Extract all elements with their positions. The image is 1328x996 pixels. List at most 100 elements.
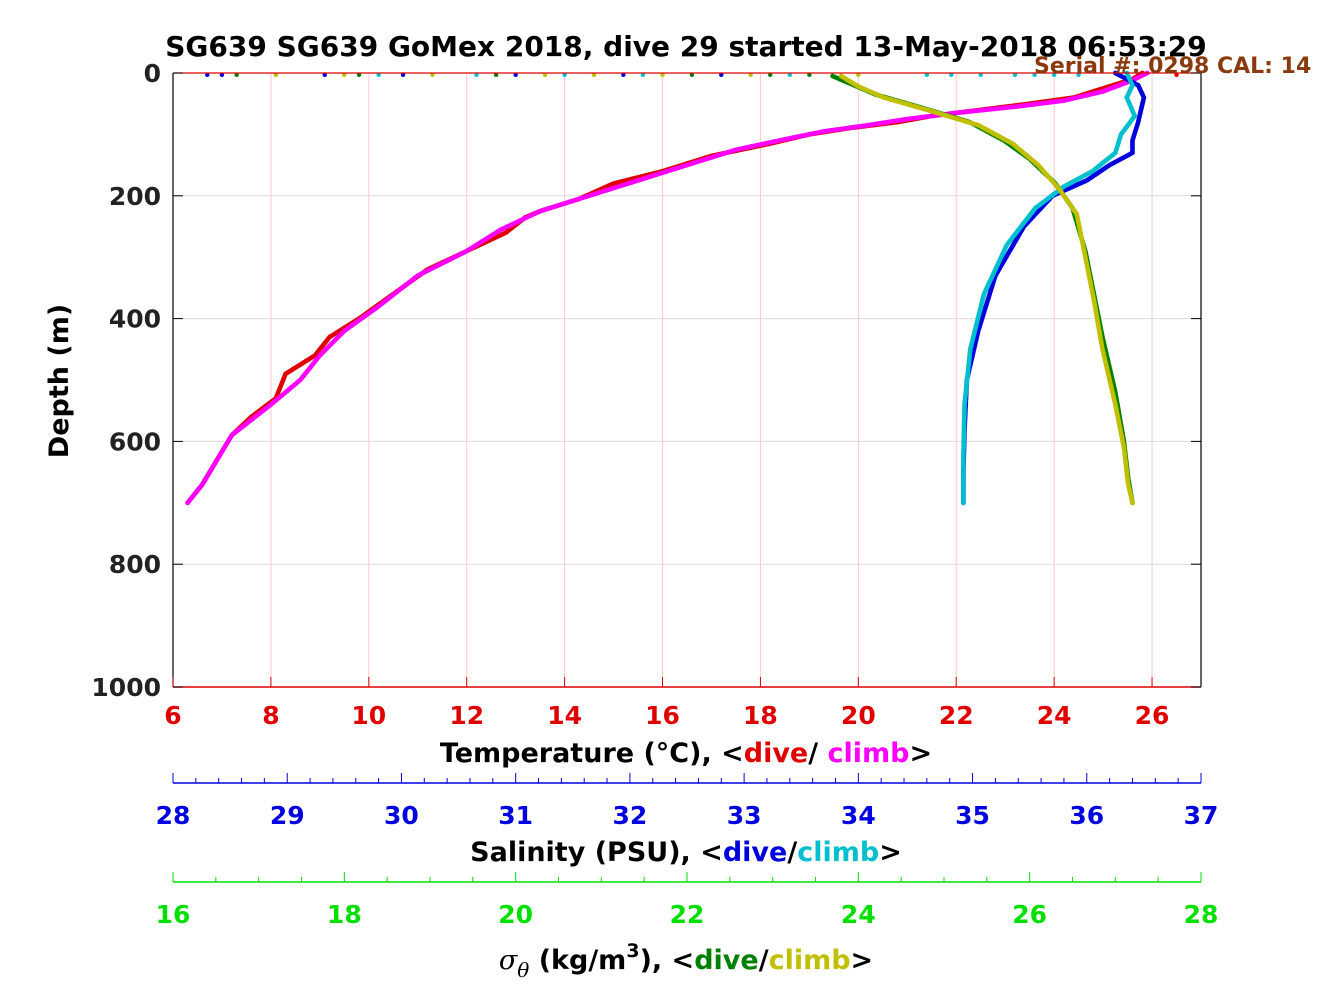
- salinity-tick-label: 34: [841, 801, 876, 830]
- temperature-axis-label: Temperature (°C), <dive/ climb>: [440, 738, 932, 769]
- salinity-axis-label: Salinity (PSU), <dive/climb>: [470, 837, 902, 868]
- temperature-tick-label: 10: [351, 701, 386, 730]
- surface-point: [562, 72, 567, 78]
- surface-point: [1012, 72, 1018, 78]
- surface-point: [807, 72, 812, 78]
- surface-point: [748, 72, 753, 78]
- surface-point: [513, 72, 518, 78]
- label-dive: dive: [694, 945, 759, 976]
- surface-point: [856, 72, 861, 78]
- label-suffix: >: [879, 837, 902, 868]
- surface-point: [1174, 72, 1179, 78]
- surface-point: [400, 72, 406, 78]
- temperature-tick-label: 16: [645, 701, 680, 730]
- surface-point: [342, 72, 347, 78]
- data-point: [185, 500, 191, 506]
- surface-point: [787, 72, 792, 78]
- salinity-tick-label: 33: [727, 801, 762, 830]
- sigma-theta-tick-label: 16: [156, 900, 191, 929]
- temperature-tick-label: 18: [743, 701, 778, 730]
- label-dive: dive: [744, 738, 809, 769]
- surface-point: [205, 72, 210, 78]
- y-tick-label: 800: [109, 550, 161, 579]
- surface-point: [924, 72, 930, 78]
- surface-point: [493, 72, 499, 78]
- temperature-tick-label: 22: [939, 701, 974, 730]
- y-tick-label: 200: [109, 182, 161, 211]
- label-symbol-sub: θ: [517, 958, 529, 982]
- salinity-tick-label: 29: [270, 801, 305, 830]
- label-suffix: >: [910, 738, 933, 769]
- surface-point: [1032, 72, 1037, 78]
- label-climb: climb: [828, 738, 910, 769]
- surface-point: [376, 72, 381, 78]
- label-suffix: >: [851, 945, 874, 976]
- surface-point: [640, 72, 646, 78]
- surface-point: [689, 72, 695, 78]
- temperature-tick-label: 26: [1135, 701, 1170, 730]
- label-sep: /: [759, 945, 769, 976]
- surface-point: [978, 72, 983, 78]
- sigma-theta-tick-label: 24: [841, 900, 876, 929]
- grid: [173, 73, 1201, 687]
- y-axis-label: Depth (m): [44, 304, 75, 458]
- temperature-tick-label: 14: [547, 701, 582, 730]
- label-climb: climb: [769, 945, 851, 976]
- y-tick-label: 1000: [91, 673, 161, 702]
- surface-point: [591, 72, 597, 78]
- sigma-theta-tick-label: 26: [1012, 900, 1047, 929]
- temperature-tick-label: 6: [164, 701, 181, 730]
- surface-point: [660, 72, 665, 78]
- salinity-tick-label: 37: [1184, 801, 1219, 830]
- temperature-tick-label: 20: [841, 701, 876, 730]
- label-sup: 3: [626, 940, 639, 962]
- sigma-theta-tick-label: 20: [498, 900, 533, 929]
- sigma-theta-tick-label: 18: [327, 900, 362, 929]
- sigma-theta-tick-label: 28: [1184, 900, 1219, 929]
- salinity-tick-label: 30: [384, 801, 419, 830]
- label-climb: climb: [797, 837, 879, 868]
- surface-point: [768, 72, 773, 78]
- data-points: [185, 70, 1179, 506]
- surface-point: [621, 72, 626, 78]
- surface-point: [430, 72, 435, 78]
- salinity-tick-label: 32: [612, 801, 647, 830]
- surface-point: [219, 72, 225, 78]
- surface-point: [273, 72, 278, 78]
- surface-point: [234, 72, 239, 78]
- label-symbol: σ: [499, 945, 519, 976]
- y-tick-label: 600: [109, 427, 161, 456]
- surface-point: [542, 72, 548, 78]
- label-text: Temperature (°C), <: [440, 738, 744, 769]
- label-text: Salinity (PSU), <: [470, 837, 723, 868]
- salinity-tick-label: 36: [1069, 801, 1104, 830]
- y-tick-label: 400: [109, 305, 161, 334]
- serial-annotation: Serial #: 0298 CAL: 14: [1034, 54, 1311, 79]
- data-point: [1130, 500, 1135, 506]
- data-point: [961, 500, 966, 506]
- sigma-theta-tick-label: 22: [670, 900, 705, 929]
- label-text: ), <: [640, 945, 695, 976]
- surface-point: [949, 72, 954, 78]
- temperature-tick-label: 24: [1037, 701, 1072, 730]
- surface-point: [474, 72, 479, 78]
- surface-point: [1076, 72, 1081, 78]
- y-tick-label: 0: [144, 59, 161, 88]
- surface-point: [322, 72, 327, 78]
- salinity-tick-label: 35: [955, 801, 990, 830]
- surface-point: [719, 72, 724, 78]
- label-unit: (kg/m: [529, 945, 626, 976]
- surface-point: [1051, 72, 1057, 78]
- sigma-theta-axis-label: σθ (kg/m3), <dive/climb>: [499, 940, 873, 982]
- label-sep: /: [808, 738, 827, 769]
- chart-title: SG639 SG639 GoMex 2018, dive 29 started …: [165, 30, 1206, 63]
- label-dive: dive: [723, 837, 788, 868]
- surface-point: [356, 72, 362, 78]
- salinity-tick-label: 31: [498, 801, 533, 830]
- label-sep: /: [787, 837, 797, 868]
- salinity-tick-label: 28: [156, 801, 191, 830]
- temperature-tick-label: 8: [262, 701, 279, 730]
